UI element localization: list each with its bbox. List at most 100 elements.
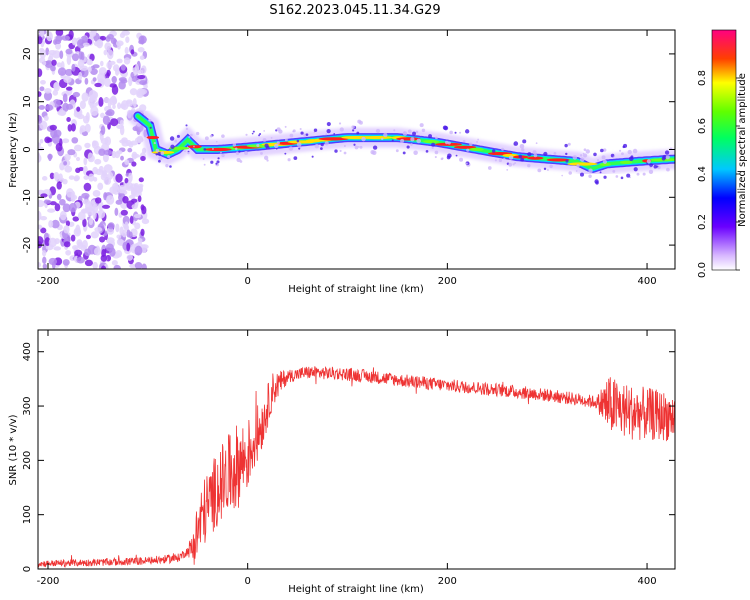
- spectral-noise-blob: [114, 207, 119, 217]
- ridge-scatter: [209, 134, 213, 138]
- colorbar-tick-label: 0.8: [697, 70, 708, 86]
- ridge-scatter: [407, 129, 412, 134]
- spectral-noise-blob: [133, 184, 140, 193]
- ridge-scatter: [155, 148, 160, 153]
- ridge-scatter: [157, 151, 162, 156]
- ridge-scatter: [425, 150, 429, 153]
- spectral-noise-blob: [127, 147, 133, 153]
- ridge-scatter: [359, 145, 363, 149]
- spectrogram-y-tick-label: 10: [22, 95, 33, 108]
- snr-x-tick-label: -200: [37, 576, 60, 587]
- spectrogram-y-tick-label: -10: [22, 189, 33, 205]
- ridge-scatter: [627, 149, 632, 155]
- ridge-scatter: [615, 175, 619, 178]
- spectrogram-x-tick-label: 200: [438, 276, 457, 287]
- ridge-hotspot: [318, 137, 349, 141]
- spectral-noise-blob: [115, 223, 120, 233]
- ridge-scatter: [158, 159, 161, 163]
- spectral-noise-blob: [129, 263, 137, 269]
- ridge-scatter: [406, 145, 410, 149]
- ridge-scatter: [661, 156, 666, 161]
- spectral-noise-blob: [93, 176, 98, 182]
- ridge-scatter: [549, 164, 553, 169]
- ridge-scatter: [599, 171, 602, 174]
- spectral-noise-blob: [41, 249, 47, 257]
- ridge-scatter: [442, 125, 448, 130]
- spectral-noise-blob: [38, 105, 46, 110]
- ridge-scatter: [298, 147, 301, 150]
- snr-y-axis-label: SNR (10 * v/v): [8, 414, 19, 485]
- spectral-noise-blob: [76, 113, 85, 120]
- spectral-noise-blob: [75, 167, 81, 174]
- ridge-scatter: [588, 168, 593, 173]
- ridge-scatter: [244, 141, 247, 143]
- spectral-noise-blob: [76, 256, 85, 264]
- spectral-noise-blob: [71, 63, 76, 72]
- spectrogram-y-tick-label: -20: [22, 237, 33, 253]
- spectral-noise-blob: [117, 184, 127, 194]
- ridge-scatter: [256, 143, 260, 147]
- spectral-noise-blob: [41, 176, 48, 181]
- spectral-noise-blob: [66, 117, 71, 122]
- ridge-scatter: [210, 160, 214, 164]
- snr-x-axis-label: Height of straight line (km): [288, 584, 424, 595]
- spectral-noise-blob: [81, 92, 89, 102]
- spectral-noise-blob: [79, 125, 86, 133]
- ridge-scatter: [371, 150, 377, 156]
- ridge-scatter: [299, 127, 302, 131]
- spectral-noise-blob: [110, 95, 117, 103]
- spectral-noise-blob: [39, 47, 45, 53]
- ridge-scatter: [469, 142, 473, 146]
- snr-x-tick-label: 200: [438, 576, 457, 587]
- ridge-scatter: [356, 131, 360, 135]
- ridge-scatter: [412, 131, 416, 136]
- ridge-hotspot: [187, 145, 202, 149]
- ridge-scatter: [189, 133, 193, 137]
- snr-y-tick-label: 300: [22, 396, 33, 415]
- ridge-scatter: [642, 172, 646, 176]
- spectral-noise-blob: [83, 175, 89, 180]
- ridge-scatter: [167, 155, 171, 159]
- spectral-noise-blob: [94, 227, 103, 233]
- spectral-noise-blob: [67, 149, 76, 156]
- spectral-noise-blob: [112, 182, 119, 191]
- spectral-noise-blob: [46, 137, 53, 143]
- ridge-scatter: [476, 141, 478, 143]
- spectral-noise-blob: [92, 203, 99, 214]
- spectral-noise-blob: [99, 236, 106, 243]
- ridge-scatter: [216, 160, 220, 164]
- spectral-noise-blob: [119, 103, 127, 109]
- spectral-noise-blob: [88, 173, 95, 182]
- spectral-noise-blob: [117, 42, 121, 50]
- ridge-scatter: [410, 137, 415, 142]
- spectral-noise-blob: [44, 88, 52, 94]
- ridge-scatter: [518, 154, 523, 159]
- ridge-scatter: [358, 120, 363, 125]
- spectral-noise-blob: [77, 241, 83, 250]
- spectral-noise-blob: [105, 243, 114, 252]
- spectral-noise-blob: [62, 138, 70, 144]
- spectral-noise-blob: [124, 159, 130, 165]
- ridge-scatter: [464, 129, 470, 134]
- ridge-scatter: [193, 145, 195, 148]
- spectral-noise-blob: [92, 140, 97, 147]
- ridge-scatter: [274, 143, 279, 149]
- spectral-noise-blob: [134, 63, 140, 74]
- spectral-noise-blob: [137, 195, 142, 203]
- spectral-noise-blob: [77, 211, 86, 221]
- spectral-noise-blob: [38, 91, 42, 97]
- ridge-scatter: [292, 130, 295, 133]
- spectral-noise-blob: [48, 153, 52, 162]
- spectral-noise-blob: [94, 82, 102, 88]
- ridge-scatter: [353, 143, 356, 146]
- spectral-noise-blob: [57, 109, 67, 116]
- ridge-scatter: [575, 170, 578, 172]
- ridge-scatter: [520, 157, 525, 162]
- colorbar-label: Normalized spectral amplitude: [737, 73, 748, 227]
- colorbar-ticks: 0.0 0.2 0.4 0.6 0.8: [697, 70, 740, 278]
- spectral-noise-blob: [103, 77, 111, 88]
- spectral-noise-blob: [141, 218, 150, 225]
- spectral-noise-blob: [38, 262, 42, 268]
- ridge-scatter: [508, 162, 513, 167]
- spectral-noise-blob: [112, 104, 116, 110]
